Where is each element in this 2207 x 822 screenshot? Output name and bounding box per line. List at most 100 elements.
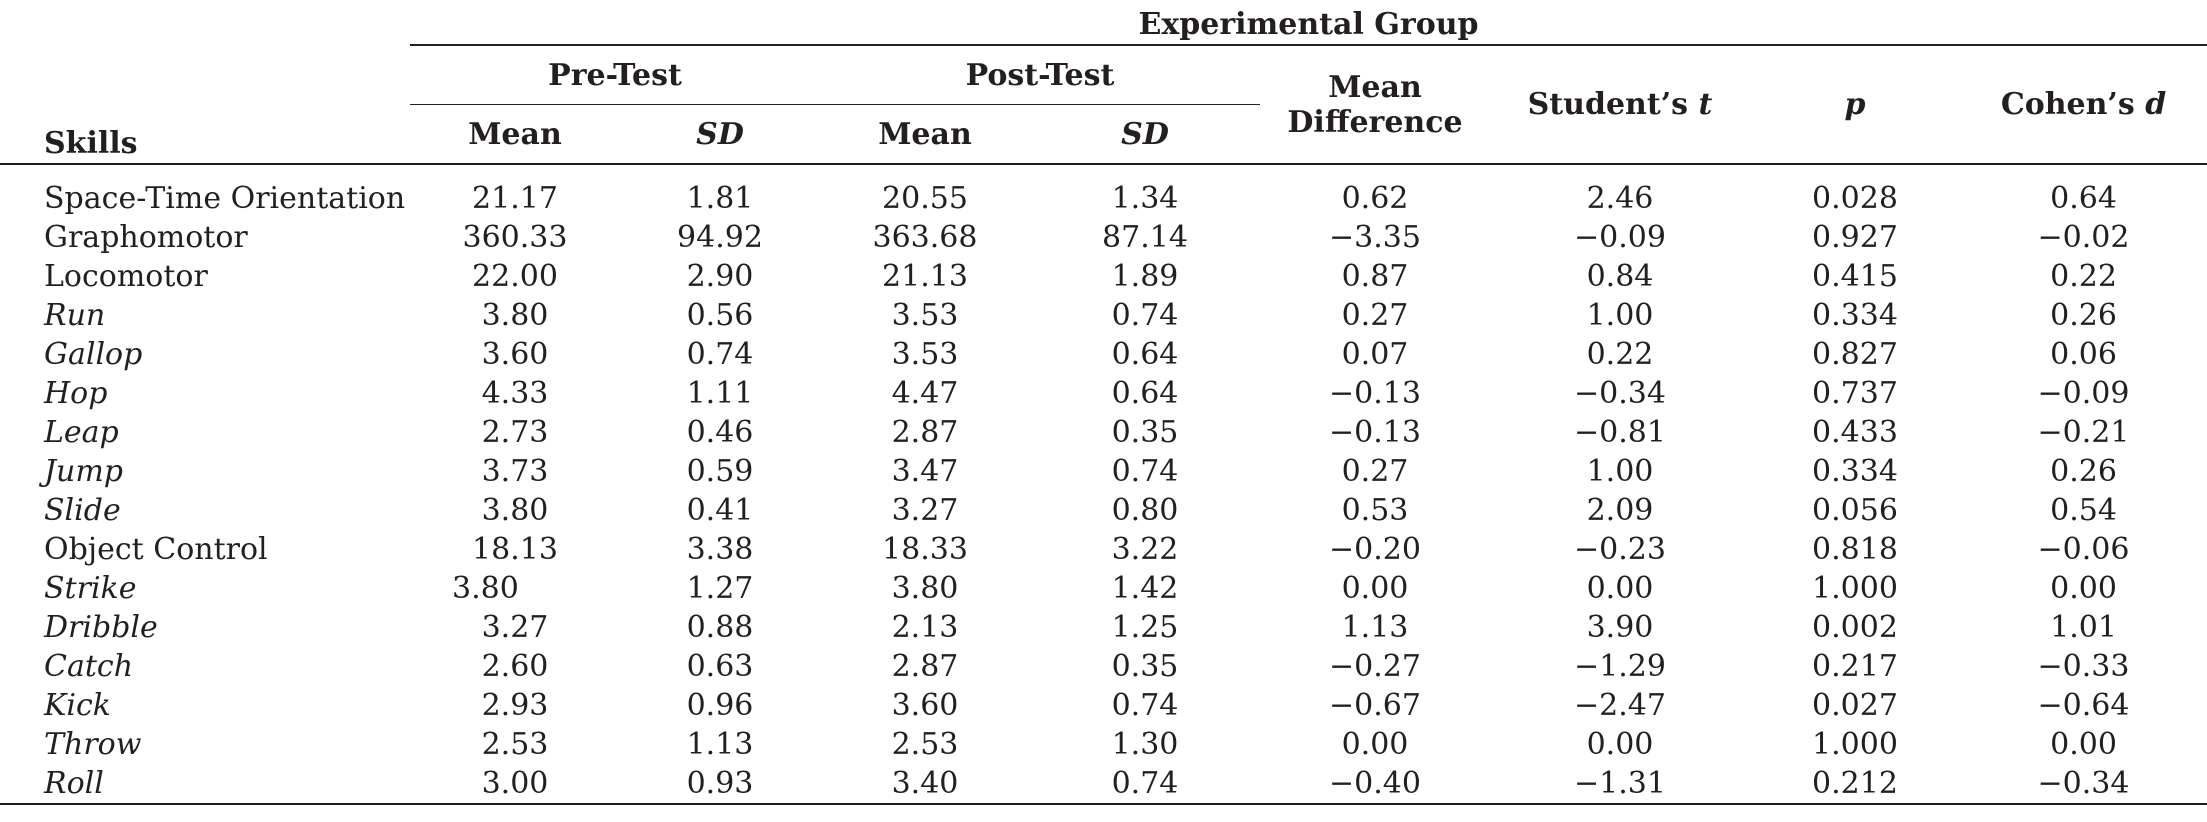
- students-t-cell: 1.00: [1586, 298, 1654, 333]
- pre-test-sd-cell: 0.93: [620, 764, 820, 805]
- skill-cell: Gallop: [44, 337, 143, 372]
- mean-difference-cell: −0.27: [1329, 649, 1421, 684]
- table-row: Throw 2.53 1.13 2.53 1.30 0.00 0.00 1.000 0.00: [0, 725, 2207, 764]
- p-value-cell: 0.028: [1812, 181, 1898, 216]
- pre-test-mean-cell: 2.93: [481, 688, 549, 723]
- p-value-cell: 0.056: [1812, 493, 1898, 528]
- cohens-d-cell: 0.26: [2050, 298, 2117, 333]
- post-test-sd-cell: 0.64: [1111, 376, 1179, 411]
- cohens-d-symbol: d: [2145, 87, 2167, 122]
- pre-test-mean-cell: 3.80: [481, 493, 549, 528]
- students-t-cell: −0.81: [1574, 415, 1666, 450]
- pre-test-sd-cell: 3.38: [686, 532, 754, 567]
- skill-cell: Object Control: [44, 532, 268, 567]
- post-test-mean-cell: 3.60: [891, 688, 959, 723]
- students-t-cell: 0.00: [1586, 727, 1654, 762]
- pre-test-sd-cell: 0.74: [686, 337, 754, 372]
- mean-difference-cell: 0.62: [1341, 181, 1409, 216]
- post-test-sd-cell: 0.74: [1111, 454, 1179, 489]
- post-test-sd-header: SD: [1030, 104, 1260, 165]
- mean-difference-cell: 0.53: [1341, 493, 1409, 528]
- table-row: Kick 2.93 0.96 3.60 0.74 −0.67 −2.47 0.027 −0.64: [0, 686, 2207, 725]
- skill-cell: Throw: [44, 727, 142, 762]
- cohens-d-cell: −0.09: [2037, 376, 2130, 411]
- cohens-d-cell: 0.00: [2050, 571, 2117, 606]
- pre-test-sd-cell: 1.11: [686, 376, 754, 411]
- pre-test-sd-cell: 0.59: [686, 454, 754, 489]
- students-t-cell: 3.90: [1586, 610, 1654, 645]
- p-value-cell: 0.818: [1812, 532, 1898, 567]
- mean-difference-cell: −0.67: [1329, 688, 1421, 723]
- post-test-sd-cell: 1.42: [1111, 571, 1179, 606]
- mean-difference-cell: 0.07: [1341, 337, 1409, 372]
- pre-test-sd-cell: 0.88: [686, 610, 754, 645]
- mean-difference-cell: 0.00: [1341, 727, 1409, 762]
- cohens-d-cell: −0.02: [2037, 220, 2130, 255]
- students-t-cell: 0.22: [1586, 337, 1654, 372]
- post-test-mean-cell: 3.80: [891, 571, 959, 606]
- table-row: Roll 3.00 0.93 3.40 0.74 −0.40 −1.31 0.212 −0.34: [0, 764, 2207, 805]
- table-row: Jump 3.73 0.59 3.47 0.74 0.27 1.00 0.334 0.26: [0, 452, 2207, 491]
- students-t-header: Student’s t: [1490, 44, 1750, 165]
- post-test-mean-cell: 3.53: [891, 298, 959, 333]
- mean-difference-header-line2: Difference: [1287, 104, 1463, 140]
- skill-cell: Strike: [44, 571, 137, 606]
- skill-cell: Catch: [44, 649, 134, 684]
- cohens-d-cell: 1.01: [2050, 610, 2117, 645]
- pre-test-sd-cell: 0.63: [686, 649, 754, 684]
- pre-test-sd-cell: 0.96: [686, 688, 754, 723]
- p-value-cell: 0.415: [1812, 259, 1898, 294]
- students-t-cell: −1.31: [1490, 764, 1750, 805]
- table-row: Space-Time Orientation 21.17 1.81 20.55 1.34…: [0, 179, 2207, 218]
- pre-test-mean-cell: 3.60: [481, 337, 549, 372]
- students-t-cell: −0.23: [1574, 532, 1666, 567]
- cohens-d-cell: −0.21: [2037, 415, 2130, 450]
- p-value-cell: 0.002: [1812, 610, 1898, 645]
- students-t-cell: −0.09: [1574, 220, 1666, 255]
- post-test-mean-cell: 2.53: [891, 727, 959, 762]
- pre-test-mean-header: Mean: [410, 104, 620, 165]
- table-row: Slide 3.80 0.41 3.27 0.80 0.53 2.09 0.056 0.54: [0, 491, 2207, 530]
- mean-difference-header-line1: Mean: [1328, 69, 1422, 105]
- post-test-sd-cell: 0.35: [1111, 415, 1179, 450]
- skill-cell: Kick: [44, 688, 111, 723]
- cohens-d-cell: 0.00: [2050, 727, 2117, 762]
- post-test-mean-cell: 2.87: [891, 415, 959, 450]
- pre-test-mean-cell: 3.80: [481, 298, 549, 333]
- pre-test-sd-cell: 0.41: [686, 493, 754, 528]
- post-test-mean-cell: 20.55: [882, 181, 968, 216]
- post-test-mean-cell: 2.87: [891, 649, 959, 684]
- post-test-sd-cell: 87.14: [1102, 220, 1188, 255]
- post-test-sd-cell: 1.30: [1111, 727, 1179, 762]
- pre-test-mean-cell: 21.17: [472, 181, 558, 216]
- table-row: Graphomotor 360.33 94.92 363.68 87.14 −3.35 −0…: [0, 218, 2207, 257]
- post-test-sd-cell: 1.89: [1111, 259, 1179, 294]
- skills-header: Skills: [0, 0, 410, 165]
- pre-test-mean-cell: 4.33: [481, 376, 549, 411]
- mean-difference-cell: 0.27: [1341, 298, 1409, 333]
- p-value-cell: 1.000: [1812, 571, 1898, 606]
- post-test-mean-cell: 3.47: [891, 454, 959, 489]
- mean-difference-cell: −0.20: [1329, 532, 1421, 567]
- cohens-d-cell: 0.06: [2050, 337, 2117, 372]
- table-row: Run 3.80 0.56 3.53 0.74 0.27 1.00 0.334 0.26: [0, 296, 2207, 335]
- post-test-sd-cell: 0.80: [1111, 493, 1179, 528]
- skill-cell: Jump: [44, 454, 123, 489]
- p-value-cell: 0.334: [1812, 454, 1898, 489]
- p-symbol: p: [1844, 87, 1866, 122]
- post-test-sd-cell: 0.64: [1111, 337, 1179, 372]
- table-row: Catch 2.60 0.63 2.87 0.35 −0.27 −1.29 0.217 −0.3…: [0, 647, 2207, 686]
- post-test-mean-cell: 3.27: [891, 493, 959, 528]
- skill-cell: Space-Time Orientation: [44, 181, 406, 216]
- post-test-sd-cell: 1.25: [1111, 610, 1179, 645]
- post-test-header: Post-Test: [820, 44, 1260, 105]
- students-t-cell: 2.46: [1586, 181, 1654, 216]
- cohens-d-cell: −0.64: [2037, 688, 2130, 723]
- post-test-sd-cell: 0.35: [1111, 649, 1179, 684]
- post-test-sd-cell: 3.22: [1111, 532, 1179, 567]
- pre-test-mean-cell: 22.00: [472, 259, 558, 294]
- mean-difference-cell: 0.87: [1341, 259, 1409, 294]
- students-t-cell: −0.34: [1574, 376, 1666, 411]
- post-test-mean-header: Mean: [820, 104, 1030, 165]
